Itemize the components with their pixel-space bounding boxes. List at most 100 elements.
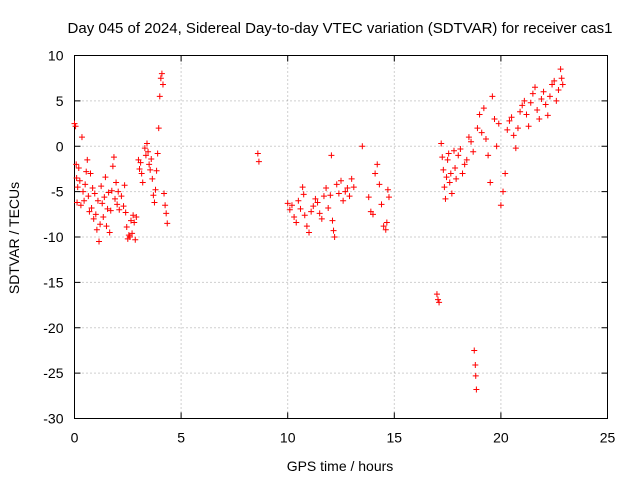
data-point-0-29 — [100, 214, 107, 221]
data-point-0-142 — [441, 184, 448, 191]
y-tick-label-3: -5 — [51, 184, 64, 200]
data-point-0-149 — [448, 190, 455, 197]
data-point-0-134 — [384, 186, 391, 193]
data-point-0-198 — [544, 112, 551, 119]
data-point-0-192 — [532, 84, 539, 91]
data-point-0-162 — [472, 361, 479, 368]
data-point-0-19 — [89, 184, 96, 191]
data-point-0-200 — [549, 81, 556, 88]
x-tick-label-4: 20 — [493, 430, 509, 446]
data-point-0-102 — [312, 195, 319, 202]
data-point-0-70 — [148, 155, 155, 162]
y-tick-label-8: -30 — [43, 411, 63, 427]
data-point-0-135 — [385, 194, 392, 201]
data-point-0-171 — [487, 179, 494, 186]
data-point-0-167 — [478, 129, 485, 136]
data-point-0-17 — [87, 170, 94, 177]
data-point-0-93 — [295, 197, 302, 204]
data-point-0-98 — [303, 223, 310, 230]
data-point-0-73 — [151, 199, 158, 206]
data-point-0-147 — [446, 179, 453, 186]
data-point-0-186 — [519, 102, 526, 109]
data-point-0-69 — [147, 166, 154, 173]
data-point-0-87 — [255, 158, 262, 165]
data-point-0-24 — [94, 197, 101, 204]
data-point-0-136 — [433, 291, 440, 298]
data-point-0-61 — [137, 159, 144, 166]
data-point-0-14 — [84, 156, 91, 163]
data-points — [71, 66, 566, 393]
data-point-0-91 — [291, 214, 298, 221]
data-point-0-121 — [348, 175, 355, 182]
data-point-0-155 — [459, 170, 466, 177]
data-point-0-48 — [122, 209, 129, 216]
data-point-0-15 — [85, 193, 92, 200]
data-point-0-49 — [123, 224, 130, 231]
data-point-0-35 — [106, 229, 113, 236]
data-point-0-81 — [159, 81, 166, 88]
data-point-0-190 — [527, 99, 534, 106]
data-point-0-204 — [557, 66, 564, 73]
data-point-0-1 — [72, 123, 79, 130]
data-point-0-95 — [299, 184, 306, 191]
data-point-0-148 — [447, 170, 454, 177]
data-point-0-10 — [80, 188, 87, 195]
data-point-0-65 — [142, 152, 149, 159]
data-point-0-169 — [482, 135, 489, 142]
data-point-0-71 — [149, 175, 156, 182]
data-point-0-128 — [374, 161, 381, 168]
data-point-0-3 — [73, 175, 80, 182]
x-tick-label-0: 0 — [71, 430, 79, 446]
data-point-0-138 — [436, 299, 443, 306]
data-point-0-117 — [340, 197, 347, 204]
data-point-0-2 — [73, 161, 80, 168]
data-point-0-74 — [152, 186, 159, 193]
data-point-0-137 — [435, 296, 442, 303]
x-tick-label-5: 25 — [600, 430, 616, 446]
data-point-0-166 — [476, 111, 483, 118]
data-point-0-197 — [542, 101, 549, 108]
data-point-0-110 — [328, 152, 335, 159]
data-point-0-54 — [129, 230, 136, 237]
data-point-0-77 — [155, 125, 162, 132]
data-point-0-79 — [157, 75, 164, 82]
data-point-0-206 — [559, 81, 566, 88]
data-point-0-118 — [342, 188, 349, 195]
data-point-0-106 — [320, 193, 327, 200]
data-point-0-89 — [286, 206, 293, 213]
data-point-0-13 — [83, 168, 90, 175]
data-point-0-188 — [523, 111, 530, 118]
data-point-0-132 — [382, 226, 389, 233]
y-axis-label: SDTVAR / TECUs — [6, 182, 22, 294]
data-point-0-46 — [120, 203, 127, 210]
data-point-0-33 — [104, 205, 111, 212]
data-point-0-113 — [331, 234, 338, 240]
data-point-0-133 — [383, 219, 390, 226]
data-point-0-107 — [323, 184, 330, 191]
data-point-0-0 — [71, 120, 78, 127]
data-point-0-57 — [132, 236, 139, 243]
data-point-0-196 — [540, 88, 547, 95]
data-point-0-168 — [480, 105, 487, 112]
data-point-0-129 — [376, 181, 383, 188]
data-point-0-202 — [553, 97, 560, 104]
data-point-0-170 — [485, 152, 492, 159]
chart-title: Day 045 of 2024, Sidereal Day-to-day VTE… — [68, 20, 613, 37]
data-point-0-82 — [161, 190, 168, 197]
data-point-0-184 — [514, 125, 521, 132]
data-point-0-53 — [127, 217, 134, 224]
data-point-0-83 — [162, 202, 169, 209]
data-point-0-114 — [333, 181, 340, 188]
grid-lines — [74, 55, 608, 419]
data-point-0-141 — [440, 166, 447, 173]
data-point-0-8 — [77, 202, 84, 209]
data-point-0-164 — [473, 386, 480, 393]
data-point-0-151 — [452, 165, 459, 172]
data-point-0-172 — [489, 93, 496, 100]
data-point-0-173 — [491, 116, 498, 123]
data-point-0-160 — [470, 148, 477, 155]
data-point-0-30 — [101, 194, 108, 201]
data-point-0-40 — [112, 195, 119, 202]
data-point-0-60 — [136, 165, 143, 172]
